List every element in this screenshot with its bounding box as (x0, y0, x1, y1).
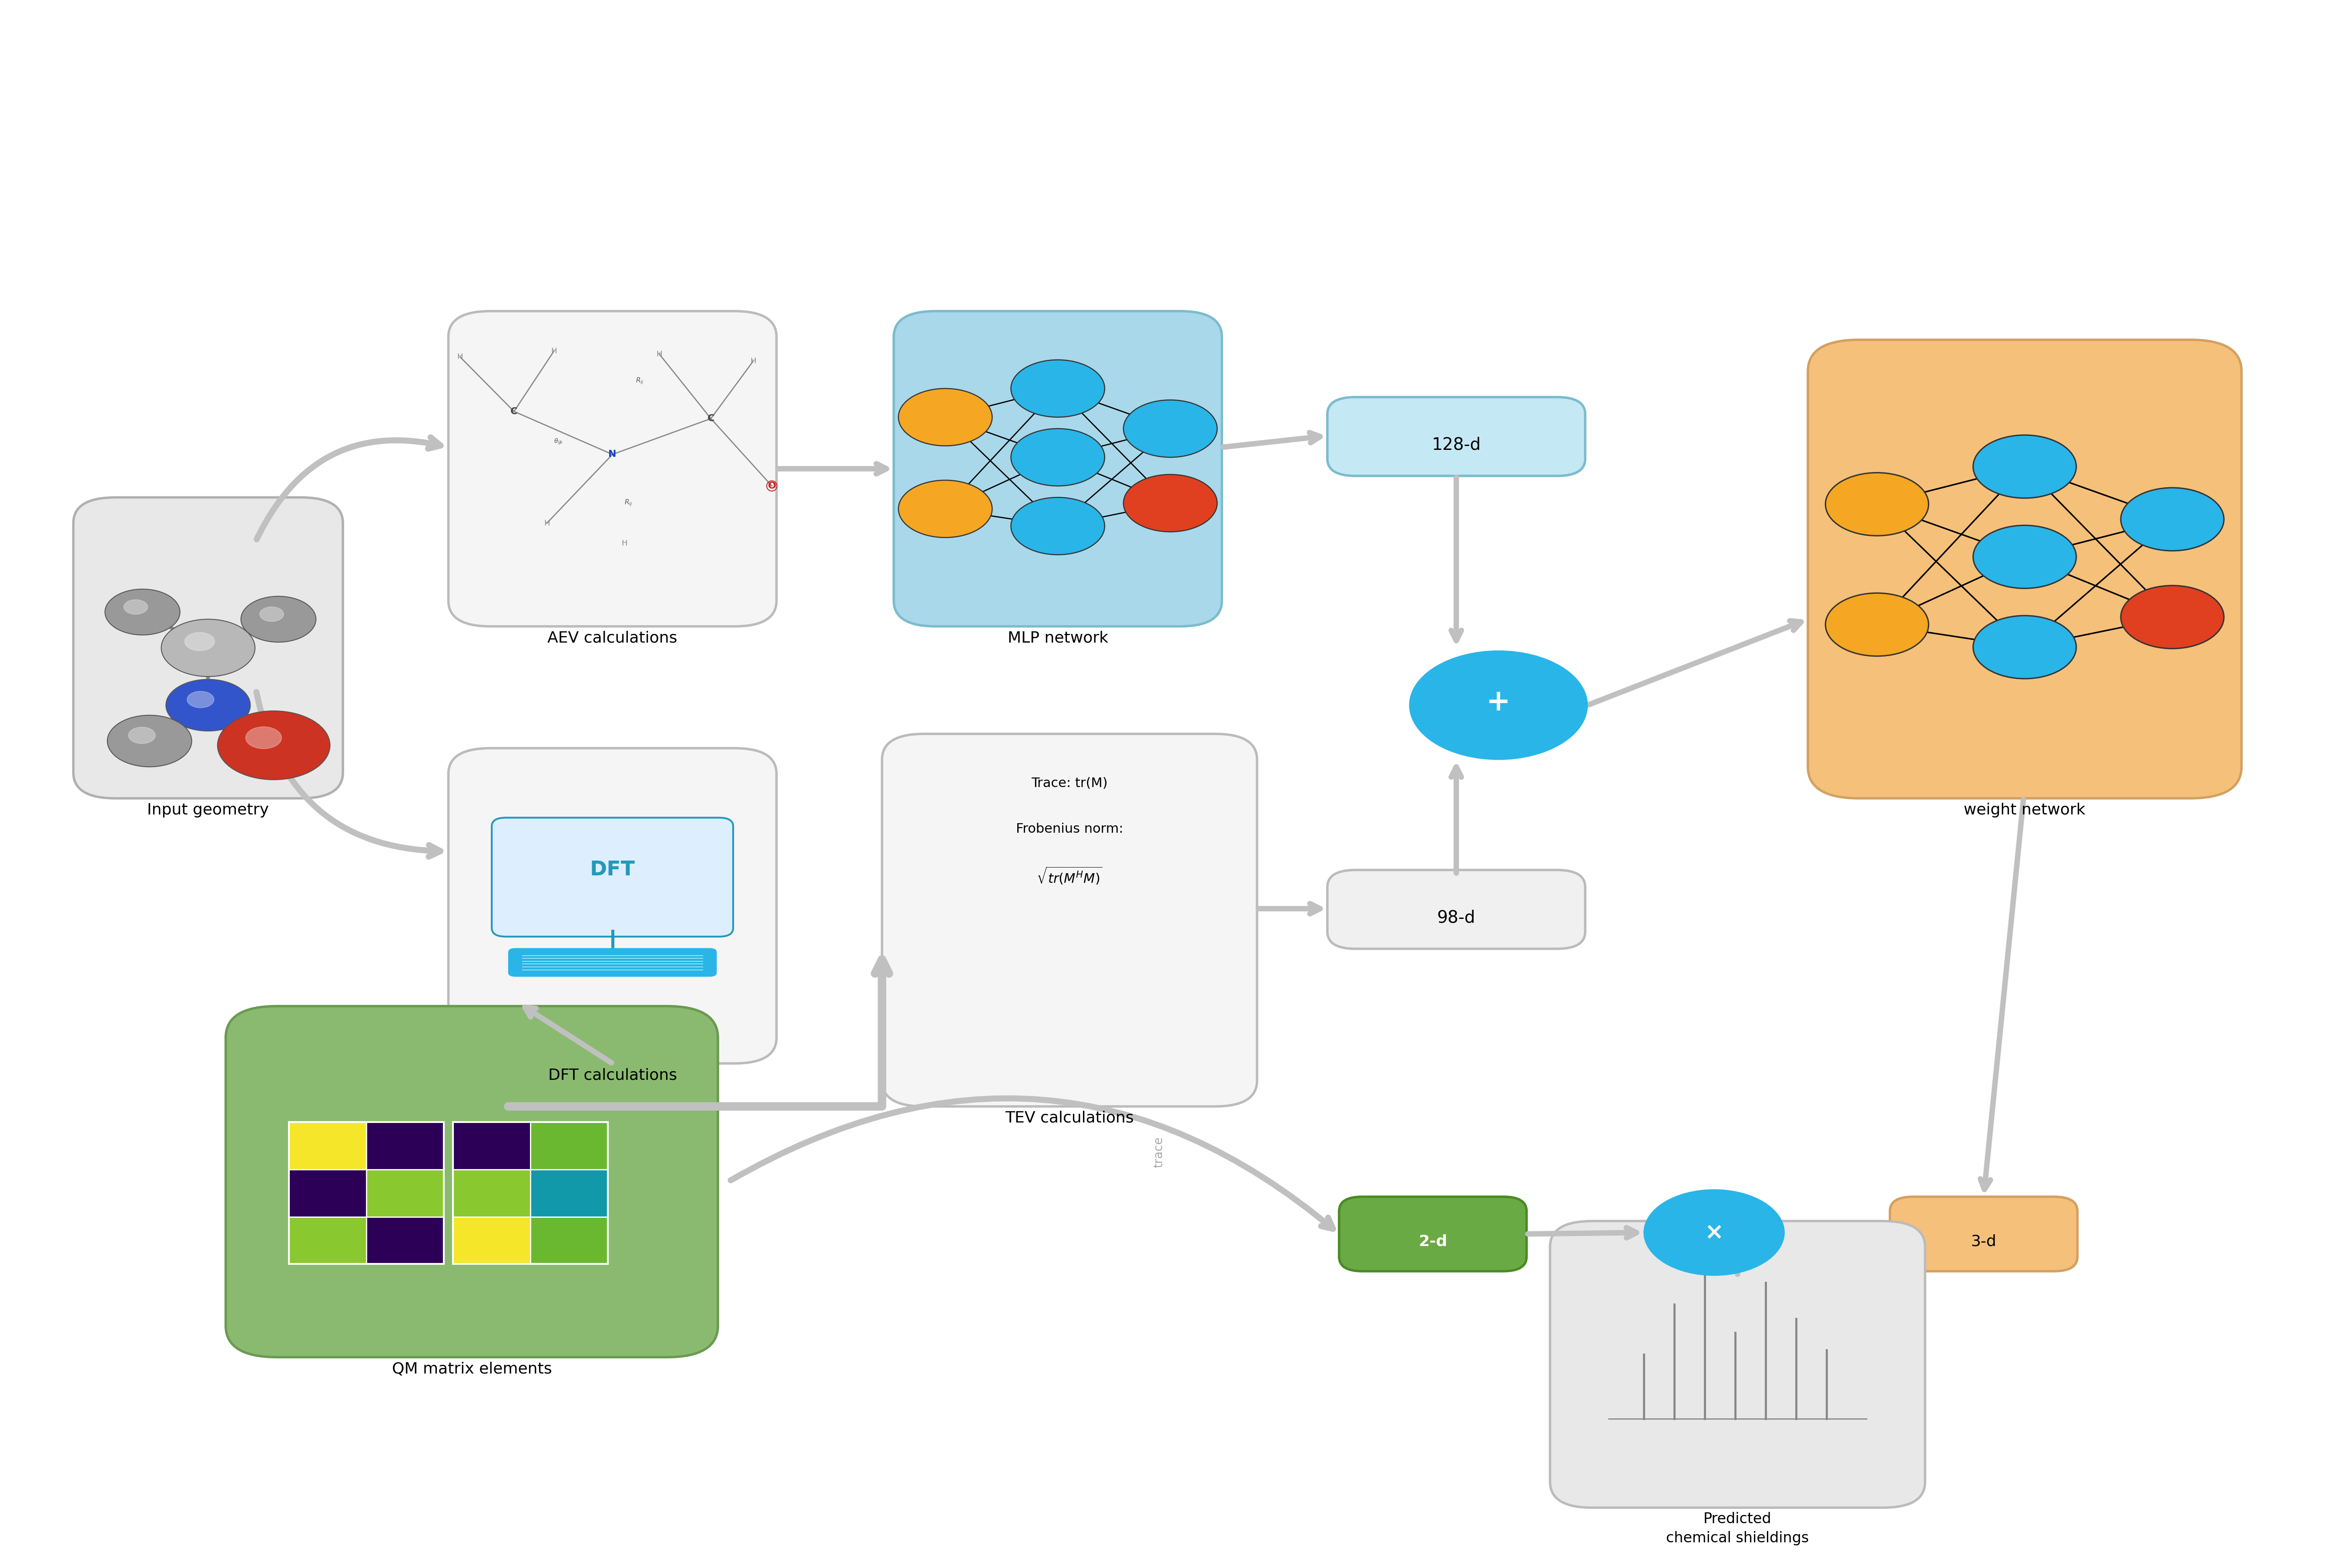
Text: Trace: tr(M): Trace: tr(M) (1032, 776, 1107, 789)
Circle shape (2120, 585, 2223, 649)
FancyBboxPatch shape (1328, 870, 1586, 949)
Circle shape (1410, 651, 1589, 759)
Text: AEV calculations: AEV calculations (548, 630, 677, 646)
Bar (454, 1123, 531, 1170)
FancyBboxPatch shape (893, 310, 1222, 626)
Circle shape (1974, 616, 2077, 679)
Text: H: H (550, 348, 557, 356)
Text: +: + (1485, 688, 1511, 717)
Circle shape (242, 596, 315, 643)
Bar (367, 1217, 444, 1264)
Bar (531, 1123, 609, 1170)
Circle shape (108, 715, 193, 767)
Circle shape (1123, 400, 1217, 458)
Circle shape (1123, 475, 1217, 532)
FancyBboxPatch shape (508, 949, 717, 977)
Circle shape (1010, 359, 1104, 417)
Circle shape (162, 619, 256, 676)
Circle shape (247, 726, 282, 750)
Text: $R_{ij}$: $R_{ij}$ (625, 499, 632, 508)
Circle shape (129, 728, 155, 743)
Circle shape (106, 590, 181, 635)
Text: 98-d: 98-d (1438, 909, 1476, 927)
Text: $\sqrt{tr(M^HM)}$: $\sqrt{tr(M^HM)}$ (1036, 866, 1102, 886)
FancyBboxPatch shape (881, 734, 1257, 1107)
Circle shape (1826, 593, 1929, 655)
Text: N: N (609, 450, 616, 459)
Circle shape (261, 607, 284, 621)
Text: Frobenius norm:: Frobenius norm: (1015, 823, 1123, 836)
Circle shape (1643, 1190, 1784, 1275)
Text: 2-d: 2-d (1419, 1234, 1448, 1248)
Text: H: H (620, 539, 627, 547)
Text: weight network: weight network (1965, 803, 2084, 817)
Text: Input geometry: Input geometry (148, 803, 268, 817)
Circle shape (898, 389, 992, 445)
Text: DFT calculations: DFT calculations (548, 1068, 677, 1082)
Text: 128-d: 128-d (1431, 436, 1480, 453)
FancyBboxPatch shape (1339, 1196, 1528, 1272)
Circle shape (188, 691, 214, 707)
Text: $\theta_{ijk}$: $\theta_{ijk}$ (555, 437, 564, 445)
FancyBboxPatch shape (449, 748, 776, 1063)
Circle shape (219, 710, 329, 779)
Bar (289, 1123, 367, 1170)
Circle shape (898, 480, 992, 538)
Text: H: H (656, 350, 663, 358)
Circle shape (1826, 472, 1929, 536)
Circle shape (1010, 428, 1104, 486)
Text: QM matrix elements: QM matrix elements (392, 1361, 552, 1377)
Bar (289, 1123, 444, 1264)
Text: O: O (768, 481, 776, 491)
Bar (454, 1217, 531, 1264)
FancyBboxPatch shape (226, 1007, 719, 1358)
Text: C: C (510, 408, 517, 416)
Circle shape (125, 599, 148, 615)
Bar (531, 1170, 609, 1217)
Text: 3-d: 3-d (1972, 1234, 1997, 1248)
FancyBboxPatch shape (1551, 1221, 1925, 1508)
Text: MLP network: MLP network (1008, 630, 1109, 646)
Text: DFT: DFT (590, 861, 635, 880)
Bar (289, 1217, 367, 1264)
FancyBboxPatch shape (1807, 340, 2242, 798)
Bar (367, 1170, 444, 1217)
Circle shape (1974, 525, 2077, 588)
Text: H: H (543, 519, 550, 527)
FancyBboxPatch shape (491, 817, 733, 936)
Text: Predicted
chemical shieldings: Predicted chemical shieldings (1666, 1512, 1810, 1544)
Bar (289, 1170, 367, 1217)
Text: H: H (458, 353, 463, 361)
FancyBboxPatch shape (1328, 397, 1586, 477)
Text: $R_{ij}$: $R_{ij}$ (637, 376, 644, 386)
Circle shape (167, 679, 251, 731)
Circle shape (1010, 497, 1104, 555)
Circle shape (186, 632, 214, 651)
Bar (454, 1123, 609, 1264)
Text: trace: trace (1152, 1137, 1166, 1168)
Bar (367, 1123, 444, 1170)
FancyBboxPatch shape (449, 310, 776, 626)
Text: C: C (707, 414, 714, 423)
Text: ×: × (1704, 1221, 1725, 1243)
Text: TEV calculations: TEV calculations (1006, 1110, 1133, 1126)
Circle shape (1974, 434, 2077, 499)
FancyBboxPatch shape (1889, 1196, 2077, 1272)
Circle shape (2120, 488, 2223, 550)
Bar (454, 1170, 531, 1217)
FancyBboxPatch shape (73, 497, 343, 798)
Bar (531, 1217, 609, 1264)
Text: H: H (750, 358, 757, 365)
